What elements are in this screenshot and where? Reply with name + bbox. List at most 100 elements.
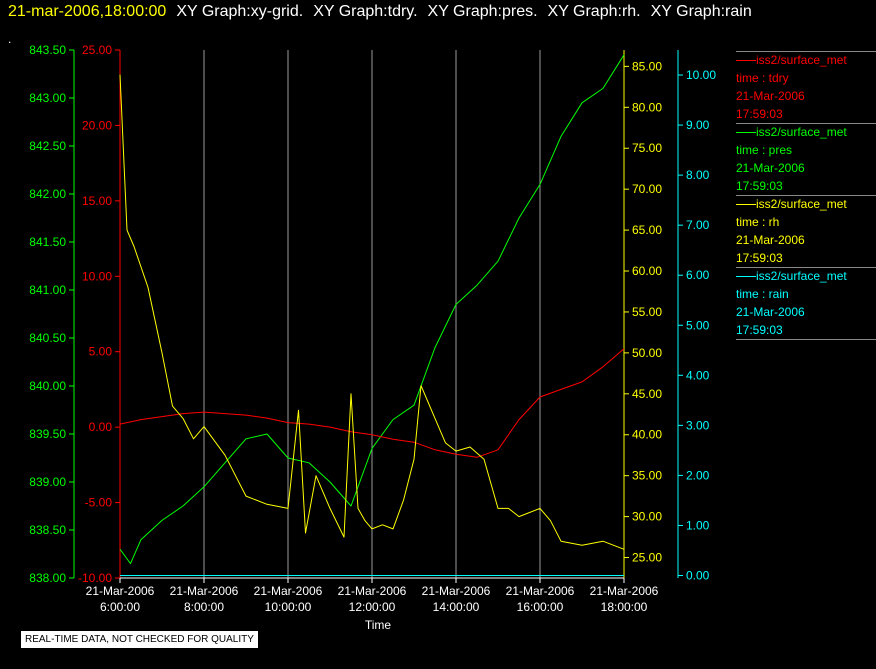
legend-time: 17:59:03 bbox=[736, 251, 783, 265]
y-axis-tdry: -10.00 -5.00 0.00 5.00 10.00 15.00 20.00 25.00 bbox=[78, 43, 121, 585]
y-tick-label-pres: 841.50 bbox=[29, 235, 66, 249]
x-tick-label-time: 18:00:00 bbox=[601, 600, 648, 614]
y-tick-label-pres: 843.00 bbox=[29, 91, 66, 105]
y-tick-label-pres: 839.00 bbox=[29, 475, 66, 489]
legend-title: iss2/surface_met bbox=[736, 123, 876, 141]
x-tick-label-date: 21-Mar-2006 bbox=[590, 584, 659, 598]
header-bar: 21-mar-2006,18:00:00 XY Graph:xy-grid. XY … bbox=[8, 3, 752, 21]
graph-label-tdry[interactable]: XY Graph:tdry. bbox=[313, 3, 418, 20]
grid-lines bbox=[203, 50, 541, 578]
y-tick-label-rh: 80.00 bbox=[632, 100, 662, 114]
legend-entry-pres[interactable]: iss2/surface_met time : pres 21-Mar-2006… bbox=[736, 123, 876, 195]
legend-entry-rh[interactable]: iss2/surface_met time : rh 21-Mar-2006 1… bbox=[736, 195, 876, 267]
graph-label-pres[interactable]: XY Graph:pres. bbox=[427, 3, 538, 20]
y-tick-label-tdry: -5.00 bbox=[85, 496, 113, 510]
status-dot: . bbox=[8, 32, 12, 46]
x-tick-label-date: 21-Mar-2006 bbox=[506, 584, 575, 598]
x-tick-label-date: 21-Mar-2006 bbox=[86, 584, 155, 598]
x-tick-label-time: 16:00:00 bbox=[517, 600, 564, 614]
y-tick-label-rain: 9.00 bbox=[686, 118, 710, 132]
legend-var: time : rain bbox=[736, 287, 789, 301]
y-tick-label-rain: 0.00 bbox=[686, 568, 710, 582]
series-line-rh bbox=[119, 74, 625, 550]
legend-time: 17:59:03 bbox=[736, 107, 783, 121]
graph-label-rh[interactable]: XY Graph:rh. bbox=[547, 3, 641, 20]
y-tick-label-rh: 35.00 bbox=[632, 469, 662, 483]
legend-time: 17:59:03 bbox=[736, 179, 783, 193]
y-tick-label-rain: 7.00 bbox=[686, 218, 710, 232]
x-tick-label-date: 21-Mar-2006 bbox=[170, 584, 239, 598]
header-time: 21-mar-2006,18:00:00 bbox=[8, 3, 167, 20]
y-tick-label-rain: 2.00 bbox=[686, 468, 710, 482]
x-tick-label-time: 8:00:00 bbox=[184, 600, 224, 614]
graph-label-rain[interactable]: XY Graph:rain bbox=[650, 3, 752, 20]
y-tick-label-pres: 842.50 bbox=[29, 139, 66, 153]
y-tick-label-rh: 30.00 bbox=[632, 510, 662, 524]
legend-var: time : tdry bbox=[736, 71, 789, 85]
y-tick-label-rh: 75.00 bbox=[632, 141, 662, 155]
y-tick-label-rain: 4.00 bbox=[686, 368, 710, 382]
y-tick-label-rh: 50.00 bbox=[632, 346, 662, 360]
x-tick-label-date: 21-Mar-2006 bbox=[422, 584, 491, 598]
legend-title: iss2/surface_met bbox=[736, 51, 876, 69]
y-tick-label-pres: 841.00 bbox=[29, 283, 66, 297]
y-tick-label-tdry: 0.00 bbox=[89, 420, 113, 434]
axes: 838.00 838.50 839.00 839.50 840.00 840.50 841.… bbox=[29, 43, 716, 585]
x-tick-label-time: 12:00:00 bbox=[349, 600, 396, 614]
y-tick-label-rh: 60.00 bbox=[632, 264, 662, 278]
legend-var: time : rh bbox=[736, 215, 780, 229]
legend-divider bbox=[736, 339, 876, 340]
legend-date: 21-Mar-2006 bbox=[736, 233, 805, 247]
x-axis: 21-Mar-2006 6:00:00 21-Mar-2006 8:00:00 21-M… bbox=[86, 577, 659, 632]
y-tick-label-rh: 55.00 bbox=[632, 305, 662, 319]
legend-title: iss2/surface_met bbox=[736, 195, 876, 213]
y-tick-label-rain: 8.00 bbox=[686, 168, 710, 182]
y-tick-label-tdry: 10.00 bbox=[82, 269, 112, 283]
graph-label-xy-grid[interactable]: XY Graph:xy-grid. bbox=[176, 3, 304, 20]
y-tick-label-rain: 5.00 bbox=[686, 318, 710, 332]
y-tick-label-rain: 3.00 bbox=[686, 418, 710, 432]
x-tick-label-date: 21-Mar-2006 bbox=[254, 584, 323, 598]
y-tick-label-pres: 838.50 bbox=[29, 523, 66, 537]
y-tick-label-pres: 843.50 bbox=[29, 43, 66, 57]
y-tick-label-pres: 842.00 bbox=[29, 187, 66, 201]
y-tick-label-pres: 840.50 bbox=[29, 331, 66, 345]
y-tick-label-rh: 25.00 bbox=[632, 551, 662, 565]
y-tick-label-rain: 10.00 bbox=[686, 68, 716, 82]
y-tick-label-tdry: 5.00 bbox=[89, 345, 113, 359]
y-tick-label-rh: 70.00 bbox=[632, 182, 662, 196]
y-tick-label-rh: 85.00 bbox=[632, 59, 662, 73]
y-tick-label-tdry: 20.00 bbox=[82, 118, 112, 132]
y-tick-label-rain: 6.00 bbox=[686, 268, 710, 282]
x-tick-label-time: 10:00:00 bbox=[265, 600, 312, 614]
y-tick-label-rh: 65.00 bbox=[632, 223, 662, 237]
x-tick-label-time: 6:00:00 bbox=[100, 600, 140, 614]
legend-var: time : pres bbox=[736, 143, 793, 157]
y-axis-pres: 838.00 838.50 839.00 839.50 840.00 840.50 841.… bbox=[29, 43, 75, 585]
x-tick-label-date: 21-Mar-2006 bbox=[338, 584, 407, 598]
y-tick-label-pres: 839.50 bbox=[29, 427, 66, 441]
series-line-pres bbox=[119, 54, 625, 565]
y-tick-label-pres: 838.00 bbox=[29, 571, 66, 585]
y-tick-label-pres: 840.00 bbox=[29, 379, 66, 393]
x-tick-label-time: 14:00:00 bbox=[433, 600, 480, 614]
series-lines bbox=[119, 54, 625, 576]
y-tick-label-rh: 45.00 bbox=[632, 387, 662, 401]
x-axis-label: Time bbox=[365, 618, 392, 632]
legend-date: 21-Mar-2006 bbox=[736, 305, 805, 319]
legend-entry-tdry[interactable]: iss2/surface_met time : tdry 21-Mar-2006… bbox=[736, 51, 876, 123]
y-tick-label-rh: 40.00 bbox=[632, 428, 662, 442]
legend-time: 17:59:03 bbox=[736, 323, 783, 337]
legend-date: 21-Mar-2006 bbox=[736, 89, 805, 103]
legend-entry-rain[interactable]: iss2/surface_met time : rain 21-Mar-2006… bbox=[736, 267, 876, 339]
legend-date: 21-Mar-2006 bbox=[736, 161, 805, 175]
y-tick-label-rain: 1.00 bbox=[686, 518, 710, 532]
legend-title: iss2/surface_met bbox=[736, 267, 876, 285]
y-tick-label-tdry: -10.00 bbox=[78, 571, 112, 585]
y-tick-label-tdry: 25.00 bbox=[82, 43, 112, 57]
series-line-tdry bbox=[119, 348, 625, 458]
y-axis-rain: 0.00 1.00 2.00 3.00 4.00 5.00 6.00 7.00 8.00 9.00… bbox=[677, 50, 716, 582]
y-tick-label-tdry: 15.00 bbox=[82, 194, 112, 208]
quality-disclaimer: REAL-TIME DATA, NOT CHECKED FOR QUALITY bbox=[21, 631, 258, 648]
